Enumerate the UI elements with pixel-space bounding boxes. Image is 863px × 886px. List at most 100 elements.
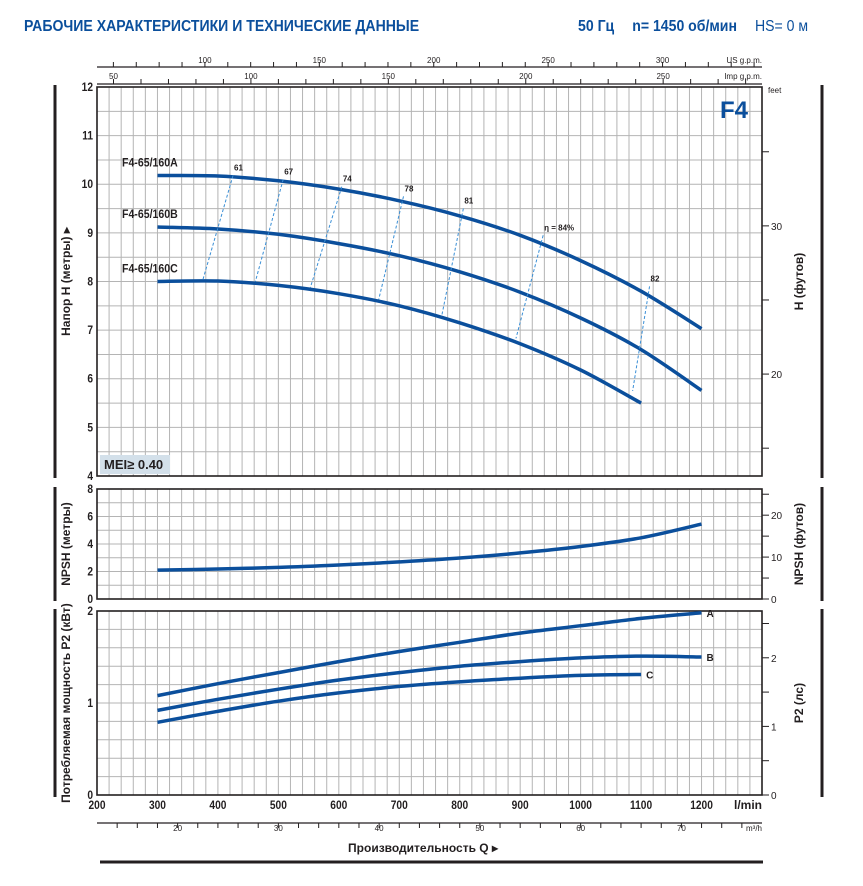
m3h-tick-label: 20	[173, 824, 182, 833]
y-tick-label: 9	[87, 227, 93, 240]
efficiency-line	[441, 208, 464, 317]
imp-gpm-tick-label: 50	[109, 72, 118, 81]
us-gpm-tick-label: 150	[313, 56, 327, 65]
panel-power	[53, 609, 824, 797]
curve-label: C	[646, 670, 653, 681]
us-gpm-tick-label: 300	[656, 56, 670, 65]
frequency-label: 50 Гц	[578, 18, 615, 35]
m3h-tick-label: 40	[375, 824, 384, 833]
x-tick-label: 300	[149, 799, 166, 812]
y-tick-label: 2	[87, 566, 93, 579]
plot-frame	[96, 488, 763, 600]
efficiency-label: η = 84%	[544, 223, 574, 232]
y-tick-label: 7	[87, 324, 93, 337]
y-tick-label: 4	[87, 470, 93, 483]
y-tick-label: 6	[87, 373, 93, 386]
curve-f4-65-160b	[157, 225, 703, 392]
hs-label: HS= 0 м	[754, 18, 809, 35]
efficiency-label: 67	[284, 167, 293, 176]
panel-npsh	[53, 487, 824, 601]
y-axis-title: NPSH (метры)	[59, 502, 73, 586]
m3h-tick-label: 30	[274, 824, 283, 833]
curve-label: B	[707, 653, 714, 664]
y-tick-label: 4	[87, 538, 93, 551]
curve-label: F4-65/160C	[122, 263, 178, 276]
y-tick-label: 0	[87, 789, 93, 802]
efficiency-label: 82	[651, 274, 660, 283]
right-tick-label: 0	[771, 595, 777, 606]
x-tick-label: 1100	[630, 799, 652, 812]
feet-unit-label: feet	[768, 86, 782, 95]
efficiency-label: 74	[343, 175, 352, 184]
efficiency-label: 61	[234, 163, 243, 172]
y-tick-label: 0	[87, 593, 93, 606]
right-tick-label: 20	[771, 370, 783, 381]
efficiency-line	[202, 175, 234, 281]
curve-a	[157, 611, 702, 698]
y-tick-label: 11	[82, 130, 93, 143]
right-tick-label: 1	[771, 722, 777, 733]
imp-gpm-unit-label: Imp g.p.m.	[724, 72, 762, 81]
x-tick-label: 200	[88, 799, 105, 812]
x-tick-label: 400	[209, 799, 226, 812]
panel-head	[53, 85, 824, 478]
operating-conditions: 50 Гц n= 1450 об/мин HS= 0 м	[578, 18, 822, 36]
x-tick-label: 900	[512, 799, 529, 812]
curve-b	[157, 654, 702, 713]
efficiency-line	[309, 186, 343, 288]
y-tick-label: 2	[87, 605, 93, 618]
curve-label: A	[707, 609, 714, 620]
y-axis-title: Напор H (метры) ▸	[59, 226, 73, 336]
y-tick-label: 10	[82, 179, 93, 192]
curve-c	[157, 672, 642, 725]
efficiency-label: 78	[405, 184, 414, 193]
right-tick-label: 20	[771, 511, 783, 522]
y-tick-label: 6	[87, 511, 93, 524]
y-axis-title-right: NPSH (футов)	[792, 503, 806, 585]
imp-gpm-tick-label: 200	[519, 72, 533, 81]
efficiency-line	[515, 235, 544, 339]
imp-gpm-tick-label: 250	[656, 72, 670, 81]
m3h-tick-label: 50	[475, 824, 484, 833]
y-tick-label: 12	[82, 81, 93, 94]
m3h-tick-label: 60	[576, 824, 585, 833]
us-gpm-unit-label: US g.p.m.	[726, 56, 762, 65]
speed-label: n= 1450 об/мин	[632, 18, 737, 35]
y-axis-title-right: H (футов)	[792, 253, 806, 311]
us-gpm-tick-label: 100	[198, 56, 212, 65]
efficiency-line	[378, 196, 404, 300]
x-tick-label: 1200	[690, 799, 713, 812]
x-unit-label: l/min	[734, 798, 762, 812]
curve-npsh	[157, 522, 702, 572]
m3h-tick-label: 70	[677, 824, 686, 833]
mei-badge-bg	[100, 455, 170, 474]
y-axis-title: Потребляемая мощность P2 (кВт)	[59, 603, 73, 803]
y-axis-title-right: P2 (лс)	[792, 683, 806, 723]
right-tick-label: 2	[771, 654, 777, 665]
efficiency-line	[632, 286, 651, 391]
curve-f4-65-160a	[157, 173, 703, 331]
efficiency-line	[254, 179, 284, 282]
x-tick-label: 700	[391, 799, 408, 812]
curve-label: F4-65/160A	[122, 157, 178, 170]
plot-frame	[96, 610, 763, 796]
page-title: РАБОЧИЕ ХАРАКТЕРИСТИКИ И ТЕХНИЧЕСКИЕ ДАН…	[24, 18, 420, 35]
m3h-unit-label: m³/h	[746, 824, 762, 833]
right-tick-label: 10	[771, 553, 783, 564]
y-tick-label: 1	[87, 697, 93, 710]
imp-gpm-tick-label: 100	[244, 72, 258, 81]
x-tick-label: 800	[451, 799, 468, 812]
x-axis-title: Производительность Q ▸	[348, 841, 499, 855]
right-tick-label: 0	[771, 791, 777, 802]
us-gpm-tick-label: 200	[427, 56, 441, 65]
x-tick-label: 1000	[569, 799, 592, 812]
x-tick-label: 500	[270, 799, 287, 812]
right-tick-label: 30	[771, 222, 783, 233]
y-tick-label: 5	[87, 422, 93, 435]
us-gpm-tick-label: 250	[541, 56, 555, 65]
y-tick-label: 8	[87, 483, 93, 496]
mei-badge: MEI≥ 0.40	[104, 457, 163, 472]
x-tick-label: 600	[330, 799, 347, 812]
curve-f4-65-160c	[157, 279, 642, 405]
